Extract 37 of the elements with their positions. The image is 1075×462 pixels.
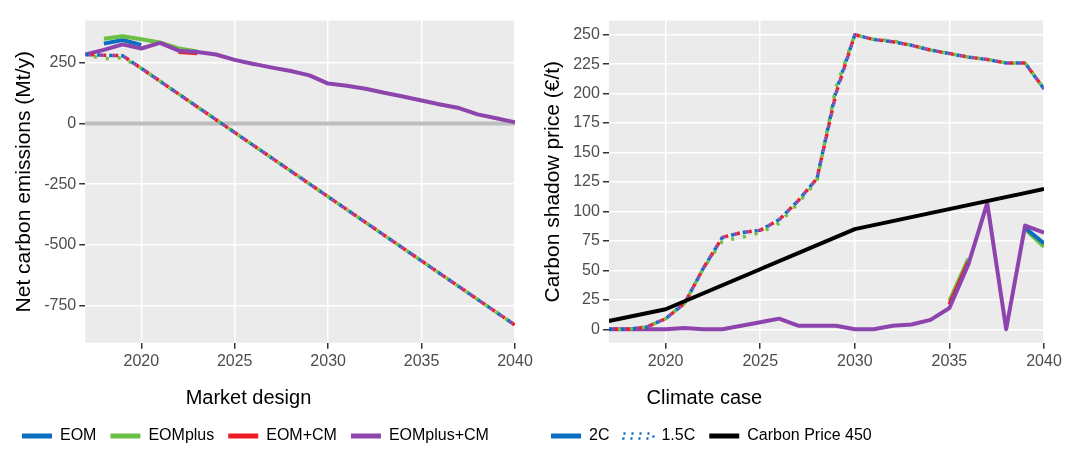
- y-tick-label: -250: [44, 174, 77, 192]
- y-tick-label: 25: [582, 290, 600, 308]
- y-tick-label: 150: [573, 142, 600, 160]
- y-axis-title: Net carbon emissions (Mt/y): [11, 51, 35, 313]
- x-tick-label: 2020: [123, 351, 160, 369]
- legend-label: EOM: [60, 426, 97, 444]
- y-tick-label: 225: [573, 54, 600, 72]
- y-tick-label: 250: [573, 25, 600, 43]
- x-tick-label: 2035: [931, 351, 968, 369]
- legend-label: Carbon Price 450: [747, 426, 872, 444]
- legend-label: EOMplus: [148, 426, 215, 444]
- y-tick-label: -500: [44, 235, 77, 253]
- y-axis-title: Carbon shadow price (€/t): [540, 60, 564, 303]
- y-tick-label: 75: [582, 231, 600, 249]
- y-tick-label: 200: [573, 84, 600, 102]
- x-tick-label: 2040: [1026, 351, 1062, 369]
- x-tick-label: 2040: [497, 351, 533, 369]
- y-tick-label: 175: [573, 113, 600, 131]
- x-tick-label: 2025: [742, 351, 779, 369]
- x-tick-label: 2020: [647, 351, 684, 369]
- y-tick-label: 0: [590, 319, 600, 337]
- legend-title: Market design: [185, 385, 312, 408]
- x-tick-label: 2030: [310, 351, 347, 369]
- legend-label: 1.5C: [661, 426, 696, 444]
- y-tick-label: 125: [573, 172, 600, 190]
- y-tick-label: 100: [573, 201, 600, 219]
- x-tick-label: 2025: [216, 351, 253, 369]
- legend-title: Climate case: [646, 385, 763, 408]
- y-tick-label: 50: [582, 260, 600, 278]
- legend-label: EOM+CM: [266, 426, 337, 444]
- x-tick-label: 2030: [837, 351, 873, 369]
- x-tick-label: 2035: [403, 351, 440, 369]
- legend-label: 2C: [589, 426, 610, 444]
- y-tick-label: -750: [44, 295, 77, 313]
- y-tick-label: 0: [67, 113, 77, 131]
- legend-label: EOMplus+CM: [388, 426, 489, 444]
- y-tick-label: 250: [49, 53, 77, 71]
